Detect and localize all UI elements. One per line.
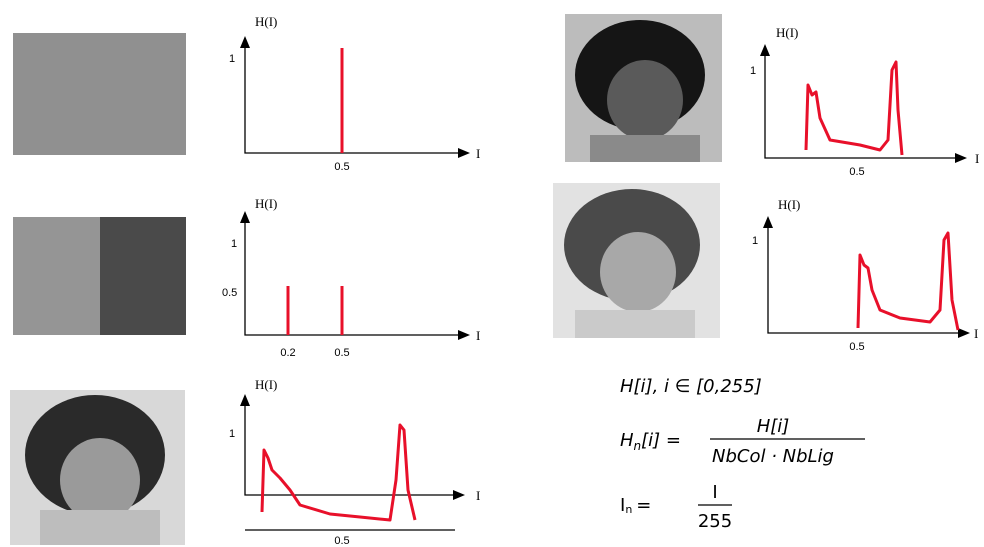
equals: = xyxy=(636,495,651,516)
histogram-panel: H(I) 1 0.5 I xyxy=(750,25,979,178)
two-tone-image-left xyxy=(13,217,100,335)
x-axis-label: I xyxy=(476,328,480,343)
axes xyxy=(244,398,455,496)
x-axis-label: I xyxy=(974,326,978,341)
y-tick-label: 1 xyxy=(231,238,237,250)
denominator: NbCol · NbLig xyxy=(712,446,834,467)
y-tick-label: 1 xyxy=(752,235,758,247)
x-tick-label: 0.5 xyxy=(849,166,864,178)
symbol: I xyxy=(620,495,625,516)
formula: In = I 255 xyxy=(620,482,732,532)
y-tick-label: 1 xyxy=(229,428,235,440)
histogram-panel: H(I) 1 0.5 0.2 0.5 I xyxy=(222,196,480,359)
axes xyxy=(244,40,460,154)
arrowheads xyxy=(240,394,465,500)
subscript: n xyxy=(625,503,632,516)
symbol-rest: [i] = xyxy=(641,430,681,451)
numerator: H[i] xyxy=(757,416,790,437)
y-axis-label: H(I) xyxy=(255,377,277,392)
y-tick-label: 1 xyxy=(750,65,756,77)
x-tick-label: 0.2 xyxy=(280,347,295,359)
formula-lhs: Hn[i] = xyxy=(620,430,681,453)
histogram-curve xyxy=(260,423,417,522)
x-axis-label: I xyxy=(975,151,979,166)
formula: Hn[i] = H[i] NbCol · NbLig xyxy=(620,416,865,467)
histogram-panel: H(I) 1 0.5 I xyxy=(229,14,480,173)
arrowheads xyxy=(240,36,470,158)
histogram-panel: H(I) 1 0.5 I xyxy=(229,377,480,547)
histogram-curve xyxy=(856,231,960,331)
subscript: n xyxy=(634,439,642,453)
y-axis-label: H(I) xyxy=(255,14,277,29)
photo xyxy=(10,390,185,545)
y-tick-label: 0.5 xyxy=(222,287,237,299)
y-axis-label: H(I) xyxy=(778,197,800,212)
formula: H[i], i ∈ [0,255] xyxy=(620,376,762,397)
y-axis-label: H(I) xyxy=(255,196,277,211)
x-tick-label: 0.5 xyxy=(334,535,349,547)
axes xyxy=(764,48,955,159)
x-tick-label: 0.5 xyxy=(334,161,349,173)
symbol: H xyxy=(620,430,634,451)
axes xyxy=(244,215,460,336)
photo-dark xyxy=(565,14,722,162)
x-axis-label: I xyxy=(476,488,480,503)
x-tick-label: 0.5 xyxy=(849,341,864,353)
two-tone-image-right xyxy=(100,217,186,335)
histogram-panel: H(I) 1 0.5 I xyxy=(752,197,978,353)
photo-bright xyxy=(553,183,720,338)
x-axis-label: I xyxy=(476,146,480,161)
denominator: 255 xyxy=(698,511,732,532)
formula-lhs: In = xyxy=(620,495,651,516)
arrowheads xyxy=(763,216,970,338)
y-tick-label: 1 xyxy=(229,53,235,65)
uniform-image xyxy=(13,33,186,155)
x-tick-label: 0.5 xyxy=(334,347,349,359)
arrowheads xyxy=(240,211,470,340)
histogram-curve xyxy=(804,60,904,156)
axes xyxy=(767,220,958,334)
y-axis-label: H(I) xyxy=(776,25,798,40)
numerator: I xyxy=(712,482,717,503)
